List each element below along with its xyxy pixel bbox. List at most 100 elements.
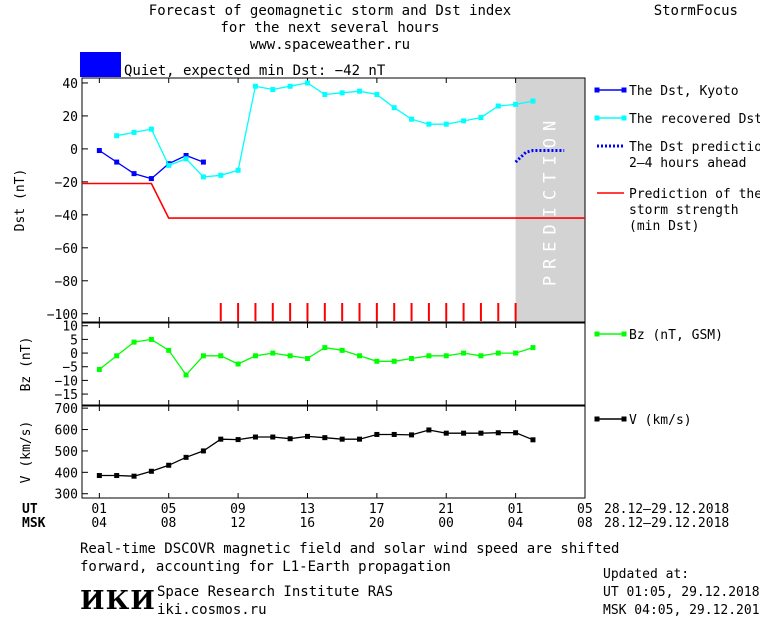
data-point	[287, 83, 293, 89]
legend-marker	[594, 331, 600, 337]
brand-name: StormFocus	[653, 3, 738, 19]
data-point	[304, 433, 310, 439]
data-point	[461, 350, 467, 356]
updated-ut: UT 01:05, 29.12.2018	[603, 585, 760, 600]
data-point	[443, 353, 449, 359]
data-point	[252, 353, 258, 359]
time-tick-label: 13	[299, 502, 316, 517]
data-point	[478, 353, 484, 359]
data-point	[409, 116, 415, 122]
data-point	[443, 430, 449, 436]
data-point	[478, 115, 484, 121]
legend-marker	[621, 87, 627, 93]
y-tick-label: −20	[55, 176, 78, 191]
y-tick-label: 40	[62, 77, 78, 92]
data-point	[357, 353, 363, 359]
data-point	[409, 356, 415, 362]
data-point	[148, 176, 154, 182]
y-tick-label: −100	[47, 308, 78, 323]
data-point	[166, 347, 172, 353]
data-point	[322, 435, 328, 441]
time-tick-label: 17	[368, 502, 385, 517]
updated-label: Updated at:	[603, 567, 690, 582]
time-tick-label: 21	[438, 502, 454, 517]
data-point	[235, 361, 241, 367]
time-tick-label: 04	[91, 516, 107, 531]
series-line	[116, 82, 534, 178]
time-tick-label: 16	[299, 516, 316, 531]
y-tick-label: 600	[55, 424, 78, 439]
data-point	[426, 353, 432, 359]
legend-marker	[594, 87, 600, 93]
speed-panel: 700 600 500 400 300 V (km/s)	[19, 402, 586, 503]
data-point	[391, 358, 397, 364]
status-color-swatch	[80, 52, 121, 77]
data-point	[218, 353, 224, 359]
y-tick-label: 10	[62, 320, 78, 335]
data-point	[426, 121, 432, 127]
y-tick-label: 5	[70, 333, 78, 348]
updated-msk: MSK 04:05, 29.12.2018	[603, 603, 760, 618]
y-tick-label: 500	[55, 445, 78, 460]
y-tick-label: 20	[62, 110, 78, 125]
data-point	[114, 159, 120, 165]
data-point	[218, 172, 224, 178]
data-point	[304, 80, 310, 86]
legend-label: (min Dst)	[629, 219, 699, 234]
prediction-shade	[515, 78, 585, 322]
data-point	[322, 345, 328, 351]
data-point	[374, 431, 380, 437]
iki-logo: ИКИ	[80, 586, 156, 616]
data-point	[304, 356, 310, 362]
data-point	[131, 473, 137, 479]
data-point	[200, 353, 206, 359]
y-tick-label: −40	[55, 209, 78, 224]
y-axis-label: Bz (nT)	[19, 337, 34, 392]
data-point	[287, 436, 293, 442]
data-point	[513, 350, 519, 356]
time-tick-label: 00	[438, 516, 454, 531]
data-point	[270, 87, 276, 93]
data-point	[478, 430, 484, 436]
chart-title: Forecast of geomagnetic storm and Dst in…	[148, 3, 512, 19]
panel-frame	[81, 405, 586, 499]
data-point	[339, 436, 345, 442]
data-point	[183, 454, 189, 460]
legend-marker	[594, 416, 600, 422]
y-axis-label: V (km/s)	[19, 421, 34, 484]
data-point	[96, 148, 102, 154]
data-point	[114, 353, 120, 359]
data-point	[461, 118, 467, 124]
data-point	[200, 159, 206, 165]
data-point	[114, 133, 120, 139]
y-tick-label: 300	[55, 488, 78, 503]
msk-date-range: 28.12–29.12.2018	[604, 516, 730, 531]
legend-label: Prediction of the	[629, 187, 760, 202]
source-url[interactable]: www.spaceweather.ru	[249, 37, 411, 53]
data-point	[461, 430, 467, 436]
y-axis-label: Dst (nT)	[13, 169, 28, 232]
legend-label: Bz (nT, GSM)	[629, 328, 723, 343]
org-url[interactable]: iki.cosmos.ru	[157, 602, 267, 618]
data-point	[409, 432, 415, 438]
data-point	[131, 171, 137, 177]
data-point	[183, 152, 189, 158]
y-tick-label: 400	[55, 466, 78, 481]
legend-marker	[621, 115, 627, 121]
y-tick-label: −10	[55, 374, 78, 389]
data-point	[513, 101, 519, 107]
status-label: Quiet, expected min Dst: −42 nT	[124, 63, 386, 79]
time-tick-label: 12	[230, 516, 246, 531]
legend-label: The Dst prediction	[629, 140, 760, 155]
data-point	[270, 350, 276, 356]
series-line	[82, 182, 585, 219]
data-point	[374, 91, 380, 97]
data-point	[495, 430, 501, 436]
data-source-note: Real-time DSCOVR magnetic field and sola…	[80, 541, 620, 575]
legend-label: V (km/s)	[629, 413, 692, 428]
data-point	[235, 167, 241, 173]
data-point	[148, 336, 154, 342]
data-point	[530, 98, 536, 104]
legend-label: The recovered Dst	[629, 112, 760, 127]
